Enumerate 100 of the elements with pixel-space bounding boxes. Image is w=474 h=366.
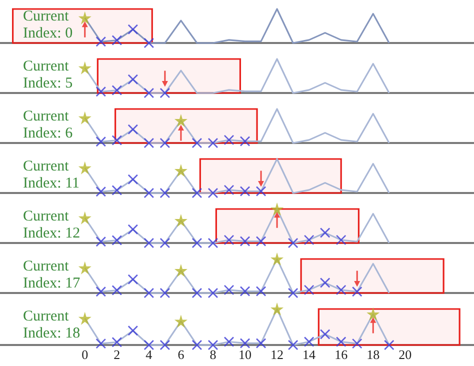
point (144, 38, 154, 48)
point (112, 285, 122, 296)
point (192, 188, 202, 198)
point (160, 340, 170, 350)
point (192, 340, 202, 350)
point (208, 238, 218, 248)
point (270, 202, 284, 216)
point (112, 235, 122, 246)
point (224, 336, 234, 347)
point (256, 236, 266, 246)
point (96, 86, 106, 97)
point (320, 228, 330, 238)
point (336, 336, 346, 347)
point (144, 138, 154, 148)
point (128, 124, 138, 135)
point (366, 308, 380, 321)
point (208, 188, 218, 198)
point (288, 340, 298, 350)
point (112, 185, 122, 196)
point (96, 36, 106, 47)
point (288, 238, 298, 248)
point (78, 111, 92, 124)
point (96, 186, 106, 197)
point (174, 214, 188, 228)
point (174, 164, 188, 178)
point (96, 236, 106, 247)
point (78, 161, 92, 174)
point (96, 136, 106, 147)
point (144, 188, 154, 198)
x-tick-label: 18 (366, 347, 380, 362)
text: Current Index: 11 (23, 158, 80, 192)
point (160, 238, 170, 248)
point (78, 261, 92, 274)
point (160, 138, 170, 148)
text: Current Index: 18 (23, 308, 80, 342)
point (336, 284, 346, 296)
x-tick-label: 16 (334, 347, 348, 362)
point (78, 11, 92, 24)
point (270, 252, 284, 266)
point (352, 286, 362, 297)
point (224, 134, 234, 146)
point (160, 88, 170, 98)
point (128, 74, 138, 85)
point (336, 234, 346, 246)
point (384, 340, 394, 350)
point (128, 325, 138, 336)
point (112, 336, 122, 348)
point (174, 314, 188, 328)
x-tick-label: 8 (210, 347, 216, 362)
point (128, 24, 138, 35)
point (160, 288, 170, 298)
point (144, 288, 154, 298)
x-tick-label: 20 (398, 347, 412, 362)
point (320, 278, 330, 288)
point (208, 138, 218, 148)
point (208, 340, 218, 350)
text: Current Index: 6 (23, 108, 74, 142)
point (174, 264, 188, 278)
point (78, 312, 92, 325)
point (240, 186, 250, 196)
point (128, 224, 138, 235)
point (112, 85, 122, 96)
point (96, 286, 106, 297)
text: Current Index: 17 (23, 258, 81, 292)
text: Current Index: 0 (23, 8, 73, 42)
point (240, 338, 250, 348)
point (144, 340, 154, 350)
point (78, 61, 92, 74)
point (192, 288, 202, 298)
text: Current Index: 12 (23, 208, 80, 242)
text: Current Index: 5 (23, 58, 73, 92)
point (270, 302, 284, 316)
point (78, 211, 92, 224)
point (144, 238, 154, 248)
point (320, 329, 330, 340)
point (304, 234, 314, 246)
point (174, 114, 188, 128)
x-tick-label: 4 (146, 347, 153, 362)
x-tick-label: 0 (82, 347, 88, 362)
point (192, 138, 202, 148)
point (128, 174, 138, 185)
point (224, 184, 234, 196)
point (288, 288, 298, 298)
point (256, 186, 266, 196)
point (256, 286, 266, 296)
point (112, 35, 122, 46)
point (144, 88, 154, 98)
point (304, 336, 314, 347)
x-tick-label: 14 (302, 347, 316, 362)
x-tick-label: 2 (114, 347, 120, 362)
point (240, 136, 250, 146)
point (256, 338, 266, 348)
point (224, 234, 234, 246)
point (192, 238, 202, 248)
point (352, 338, 362, 349)
point (208, 288, 218, 298)
x-tick-label: 10 (238, 347, 252, 362)
point (128, 274, 138, 285)
x-tick-label: 12 (270, 347, 284, 362)
point (160, 188, 170, 198)
